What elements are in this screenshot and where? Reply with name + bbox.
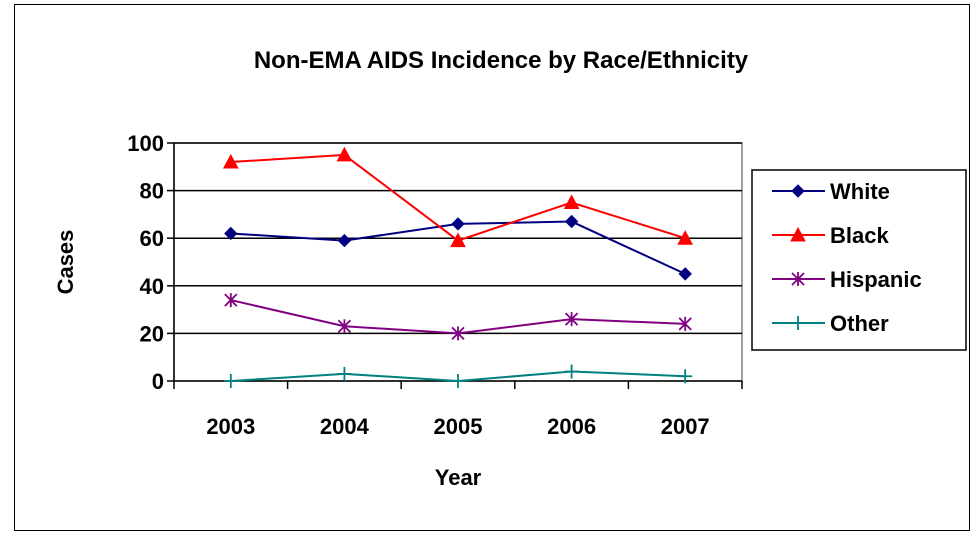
data-point (451, 374, 465, 388)
data-point (564, 214, 579, 229)
series-other (223, 364, 693, 388)
chart-frame: Non-EMA AIDS Incidence by Race/Ethnicity… (14, 4, 970, 531)
legend-item-black: Black (772, 223, 889, 248)
data-point (337, 233, 352, 248)
y-tick-label: 20 (140, 321, 164, 346)
legend-marker (791, 316, 805, 330)
data-point (678, 369, 693, 384)
legend-box (751, 169, 967, 351)
data-point (451, 217, 465, 231)
data-point (678, 267, 692, 281)
legend-label: Other (830, 311, 889, 336)
data-point (677, 230, 694, 245)
y-tick-label: 60 (140, 226, 164, 251)
legend-item-hispanic: Hispanic (772, 267, 922, 292)
data-point (224, 226, 238, 241)
series-hispanic (224, 293, 692, 341)
line-chart: Non-EMA AIDS Incidence by Race/Ethnicity… (53, 47, 967, 490)
y-tick-label: 0 (152, 369, 164, 394)
legend-marker (791, 272, 805, 286)
data-point (450, 232, 466, 248)
x-tick-label: 2005 (434, 414, 483, 439)
legend-marker (791, 184, 805, 198)
legend-item-other: Other (772, 311, 889, 336)
legend-marker (790, 226, 806, 242)
legend-item-white: White (772, 179, 890, 204)
legend: White Black Hispanic Other (751, 169, 967, 351)
data-point (223, 374, 238, 388)
legend-label: Hispanic (830, 267, 922, 292)
series-black (222, 146, 694, 248)
data-point (337, 319, 352, 334)
legend-label: Black (830, 223, 889, 248)
plot-area (173, 142, 743, 382)
x-tick-label: 2004 (320, 414, 370, 439)
x-tick-label: 2006 (547, 414, 596, 439)
y-axis-title: Cases (53, 230, 78, 295)
x-tick-label: 2007 (661, 414, 710, 439)
y-tick-label: 40 (140, 274, 164, 299)
data-point (451, 326, 465, 341)
y-axis-tick-labels: 0 20 40 60 80 100 (127, 131, 164, 394)
data-point (678, 316, 692, 331)
x-axis-tick-labels: 2003 2004 2005 2006 2007 (206, 414, 709, 439)
data-point (337, 366, 352, 381)
data-point (563, 194, 580, 209)
y-tick-label: 80 (140, 179, 164, 204)
legend-label: White (830, 179, 890, 204)
data-point (564, 312, 579, 327)
x-axis-title: Year (435, 465, 482, 490)
data-point (564, 364, 579, 379)
data-point (336, 146, 353, 162)
data-point (224, 293, 238, 308)
y-tick-label: 100 (127, 131, 164, 156)
x-tick-label: 2003 (206, 414, 255, 439)
chart-title: Non-EMA AIDS Incidence by Race/Ethnicity (254, 47, 749, 74)
series-white (224, 214, 692, 281)
series-lines (222, 146, 694, 388)
data-point (222, 153, 239, 169)
